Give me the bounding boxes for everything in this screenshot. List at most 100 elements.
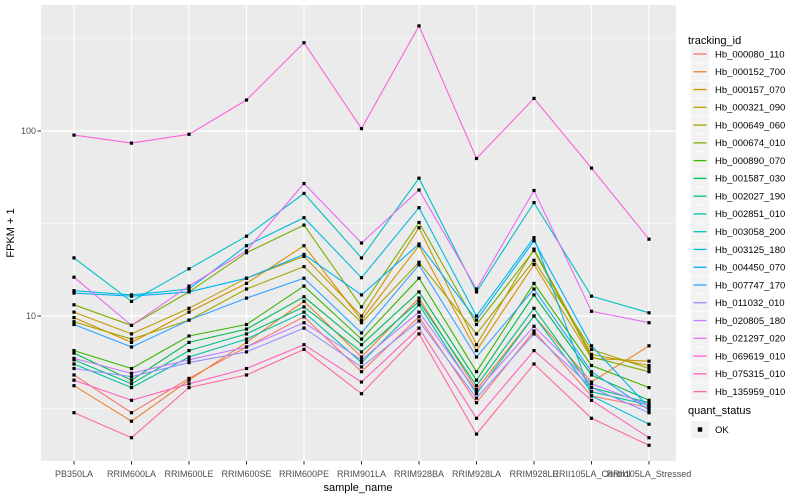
data-point <box>244 249 249 253</box>
data-point <box>302 191 306 195</box>
data-point <box>72 378 76 382</box>
legend-item: Hb_000152_700 <box>691 63 785 81</box>
data-point <box>244 337 249 341</box>
data-point <box>72 316 76 320</box>
legend-item-label: OK <box>715 425 729 436</box>
x-tick-label: RRIM928LE <box>509 469 558 479</box>
data-point <box>72 362 76 366</box>
legend-item: Hb_020805_180 <box>691 312 785 330</box>
x-tick-label: RRII105LA_Stressed <box>607 469 692 479</box>
data-point <box>302 252 306 257</box>
data-point <box>187 361 191 365</box>
data-point <box>647 311 651 315</box>
data-point <box>474 396 479 400</box>
data-point <box>647 405 651 410</box>
data-point <box>589 398 594 402</box>
data-point <box>187 267 191 271</box>
data-point <box>589 363 594 368</box>
data-point <box>187 358 191 362</box>
data-point <box>589 373 594 377</box>
data-point <box>532 236 536 240</box>
data-point <box>302 347 306 351</box>
data-point <box>302 321 306 325</box>
x-tick-label: RRII105LA_Control <box>552 469 630 479</box>
data-point <box>474 318 479 322</box>
panel-background <box>41 5 676 461</box>
legend-item-label: Hb_020805_180 <box>715 316 785 327</box>
data-point <box>359 370 364 374</box>
data-point <box>474 390 479 394</box>
axes: PB350LA RRIM600LA RRIM600LE RRIM600SE RRIM60… <box>21 126 691 479</box>
data-point <box>417 206 421 210</box>
data-point <box>417 276 421 280</box>
legend-item-label: Hb_000152_700 <box>715 67 785 78</box>
data-point <box>474 388 479 392</box>
legend-item-label: Hb_000649_060 <box>715 120 785 131</box>
data-point <box>474 384 479 388</box>
data-point <box>72 275 76 279</box>
data-point <box>72 349 76 353</box>
legend-item-label: Hb_069619_010 <box>715 351 785 362</box>
data-point <box>647 363 651 368</box>
data-point <box>244 276 249 280</box>
data-point <box>302 310 306 314</box>
legend-item-label: Hb_002027_190 <box>715 191 785 202</box>
data-point <box>129 411 134 415</box>
data-point <box>647 401 651 405</box>
data-point <box>244 234 249 238</box>
x-tick-label: RRIM928BA <box>394 469 444 479</box>
data-point <box>359 365 364 369</box>
plot-panel <box>41 5 676 461</box>
legend-item-label: Hb_000890_070 <box>715 156 785 167</box>
data-point <box>589 416 594 420</box>
data-point <box>129 323 134 327</box>
data-point <box>417 24 421 28</box>
data-point <box>417 226 421 230</box>
data-point <box>302 41 306 45</box>
legend-item: Hb_000649_060 <box>691 116 785 134</box>
data-point <box>589 294 594 298</box>
data-point <box>647 237 651 241</box>
data-point <box>302 254 306 258</box>
data-point <box>302 216 306 220</box>
data-point <box>187 290 191 294</box>
legend-item: Hb_021297_020 <box>691 329 785 347</box>
data-point <box>129 332 134 336</box>
data-point <box>532 324 536 328</box>
data-point <box>302 265 306 269</box>
legend-item: Hb_075315_010 <box>691 365 785 383</box>
data-point <box>244 327 249 331</box>
data-point <box>417 326 421 330</box>
data-point <box>589 344 594 348</box>
data-point <box>359 127 364 131</box>
data-point <box>72 291 76 295</box>
data-point <box>129 375 134 379</box>
data-points <box>72 24 651 447</box>
data-point <box>359 380 364 384</box>
data-point <box>302 181 306 186</box>
legend-item: Hb_004450_070 <box>691 258 785 276</box>
data-point <box>359 358 364 362</box>
data-point <box>72 351 76 355</box>
data-point <box>359 256 364 260</box>
data-point <box>187 355 191 359</box>
data-point <box>417 315 421 319</box>
data-point <box>129 386 134 390</box>
data-point <box>417 242 421 246</box>
data-point <box>532 306 536 310</box>
data-point <box>417 310 421 314</box>
data-point <box>359 355 364 359</box>
data-point <box>72 310 76 314</box>
data-point <box>129 337 134 341</box>
data-point <box>532 332 536 336</box>
data-point <box>302 223 306 227</box>
data-point <box>129 294 134 298</box>
legend-item: Hb_002027_190 <box>691 187 785 205</box>
data-point <box>532 314 536 318</box>
data-point <box>359 318 364 322</box>
data-point <box>244 296 249 300</box>
data-point <box>129 141 134 145</box>
data-point <box>302 305 306 309</box>
data-point <box>589 394 594 398</box>
data-point <box>474 378 479 382</box>
